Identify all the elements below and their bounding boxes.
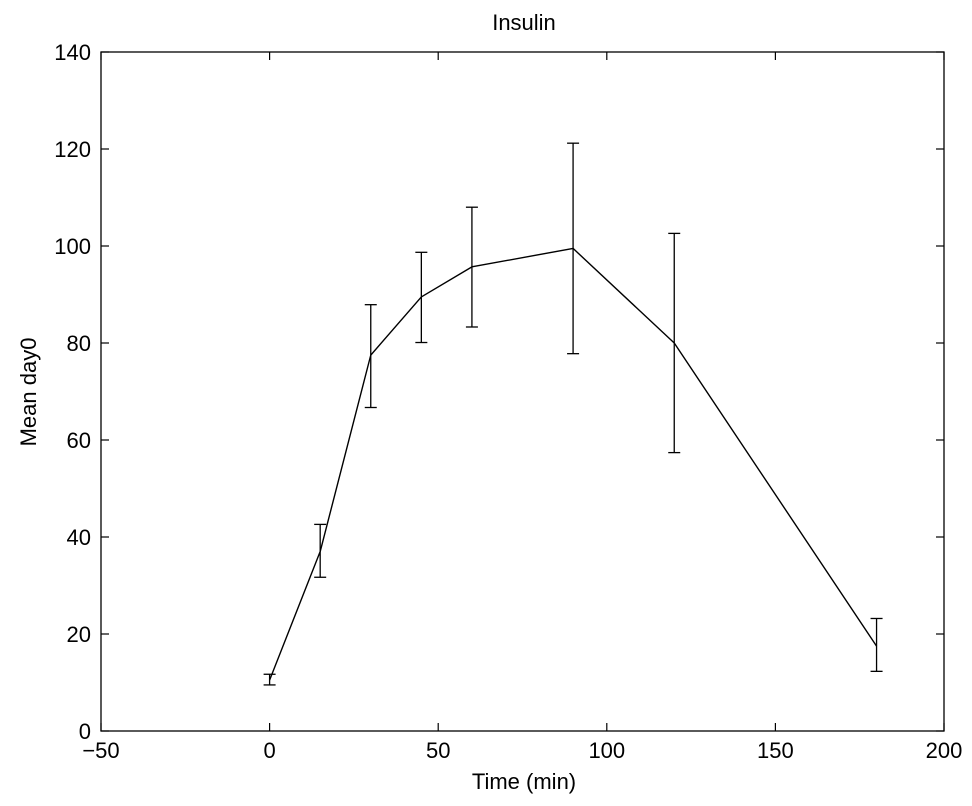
plot-frame <box>100 51 945 732</box>
x-tick-label: 100 <box>588 738 625 763</box>
x-tick-label: 150 <box>757 738 794 763</box>
series-line <box>268 247 878 681</box>
y-tick-label: 20 <box>67 622 91 647</box>
error-bars <box>263 142 883 686</box>
y-tick-label: 100 <box>54 234 91 259</box>
chart-title: Insulin <box>492 10 556 35</box>
x-tick-label: 200 <box>926 738 963 763</box>
y-axis-label: Mean day0 <box>16 338 41 447</box>
y-tick-label: 140 <box>54 40 91 65</box>
y-tick-label: 40 <box>67 525 91 550</box>
data-series <box>268 247 878 681</box>
y-tick-label: 120 <box>54 137 91 162</box>
y-tick-label: 80 <box>67 331 91 356</box>
x-tick-label: 0 <box>263 738 275 763</box>
x-tick-label: −50 <box>82 738 119 763</box>
y-tick-label: 0 <box>79 719 91 744</box>
y-tick-label: 60 <box>67 428 91 453</box>
x-tick-label: 50 <box>426 738 450 763</box>
x-axis-label: Time (min) <box>472 769 576 794</box>
